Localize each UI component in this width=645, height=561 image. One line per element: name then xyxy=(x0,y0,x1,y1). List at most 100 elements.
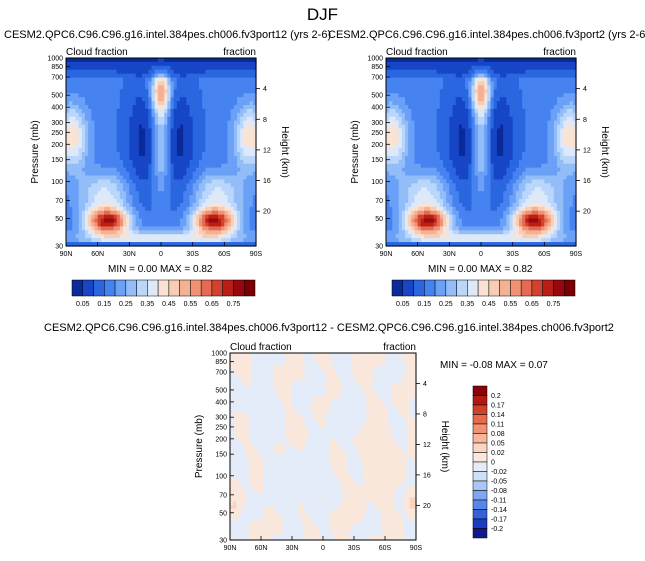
colorbar-swatch xyxy=(499,279,511,297)
colorbar-label: 0 xyxy=(491,460,495,467)
panel-1-stats: MIN = 0.00 MAX = 0.82 xyxy=(108,264,213,275)
y-tick-label: 30 xyxy=(55,244,63,251)
colorbar-swatch xyxy=(472,509,488,520)
colorbar-label: 0.05 xyxy=(76,301,90,308)
colorbar-swatch xyxy=(472,385,488,396)
y-tick-label: 70 xyxy=(375,198,383,205)
y-axis-label: Pressure (mb) xyxy=(194,415,205,478)
top-right-label: fraction xyxy=(543,47,576,58)
x-tick-label: 30N xyxy=(123,251,136,258)
colorbar-swatch xyxy=(71,279,84,297)
y-tick-label: 300 xyxy=(215,415,227,422)
colorbar-swatch xyxy=(402,279,414,297)
colorbar-swatch xyxy=(467,279,479,297)
colorbar-swatch xyxy=(472,480,488,491)
y-tick-label: 400 xyxy=(371,105,383,112)
colorbar-label: 0.25 xyxy=(439,301,453,308)
y2-tick-label: 20 xyxy=(583,209,591,216)
colorbar-label: 0.05 xyxy=(491,441,505,448)
colorbar-label: 0.75 xyxy=(227,301,241,308)
y2-tick-label: 8 xyxy=(263,117,267,124)
top-left-label: Cloud fraction xyxy=(386,47,448,58)
x-tick-label: 60N xyxy=(255,545,268,552)
heatmap-field xyxy=(66,58,257,247)
y-tick-label: 1000 xyxy=(47,56,63,63)
y-tick-label: 500 xyxy=(51,93,63,100)
y-tick-label: 50 xyxy=(219,510,227,517)
y-tick-label: 150 xyxy=(51,157,63,164)
colorbar-swatch xyxy=(472,461,488,472)
x-tick-label: 0 xyxy=(321,545,325,552)
y2-tick-label: 16 xyxy=(583,178,591,185)
x-tick-label: 30S xyxy=(186,251,199,258)
y-tick-label: 30 xyxy=(219,538,227,545)
heatmap-field xyxy=(386,58,577,247)
colorbar-label: 0.55 xyxy=(184,301,198,308)
y-tick-label: 1000 xyxy=(211,351,227,358)
colorbar-swatch xyxy=(542,279,554,297)
colorbar-swatch xyxy=(472,395,488,406)
colorbar-label: 0.75 xyxy=(547,301,561,308)
y-tick-label: 200 xyxy=(371,142,383,149)
x-tick-label: 60S xyxy=(538,251,551,258)
x-tick-label: 30S xyxy=(506,251,519,258)
x-tick-label: 90N xyxy=(60,251,73,258)
x-tick-label: 30N xyxy=(286,545,299,552)
y2-tick-label: 4 xyxy=(583,86,587,93)
colorbar-swatch xyxy=(147,279,159,297)
panel-3-plot: 1000850700500400300250200150100705030481… xyxy=(194,342,450,552)
colorbar-label: 0.15 xyxy=(417,301,431,308)
y2-tick-label: 12 xyxy=(583,147,591,154)
colorbar-swatch xyxy=(200,279,213,297)
page-title: DJF xyxy=(306,5,339,24)
colorbar-swatch xyxy=(510,279,522,297)
y-tick-label: 850 xyxy=(371,64,383,71)
colorbar-swatch xyxy=(136,279,148,297)
y-tick-label: 200 xyxy=(51,142,63,149)
colorbar-label: -0.17 xyxy=(491,517,507,524)
top-left-label: Cloud fraction xyxy=(66,47,128,58)
y2-tick-label: 20 xyxy=(263,209,271,216)
colorbar-label: 0.14 xyxy=(491,412,505,419)
top-left-label: Cloud fraction xyxy=(230,342,292,353)
colorbar-swatch xyxy=(233,279,245,297)
x-tick-label: 90N xyxy=(380,251,393,258)
colorbar-swatch xyxy=(190,279,202,297)
colorbar-swatch xyxy=(477,279,490,297)
colorbar-swatch xyxy=(445,279,457,297)
y-tick-label: 100 xyxy=(215,473,227,480)
colorbar-swatch xyxy=(168,279,180,297)
colorbar-label: 0.65 xyxy=(205,301,219,308)
colorbar-swatch xyxy=(243,279,256,297)
panel-3-colorbar: 0.2 0.17 0.14 0.11 0.08 0.05 0.02 0 -0.02 -0.05 -0… xyxy=(472,385,507,539)
colorbar-swatch xyxy=(472,499,488,510)
colorbar-label: 0.05 xyxy=(396,301,410,308)
y-tick-label: 70 xyxy=(55,198,63,205)
colorbar-swatch xyxy=(472,433,488,444)
colorbar-swatch xyxy=(82,279,94,297)
y-tick-label: 250 xyxy=(215,424,227,431)
x-tick-label: 60N xyxy=(411,251,424,258)
y2-tick-label: 4 xyxy=(423,381,427,388)
y-tick-label: 200 xyxy=(215,436,227,443)
x-tick-label: 0 xyxy=(159,251,163,258)
colorbar-label: 0.45 xyxy=(162,301,176,308)
y-tick-label: 400 xyxy=(215,399,227,406)
y-tick-label: 30 xyxy=(375,244,383,251)
panel-2-title: CESM2.QPC6.C96.C96.g16.intel.384pes.ch00… xyxy=(328,29,645,41)
colorbar-label: 0.55 xyxy=(504,301,518,308)
x-tick-label: 60S xyxy=(379,545,392,552)
x-tick-label: 60S xyxy=(218,251,231,258)
colorbar-label: -0.2 xyxy=(491,526,503,533)
colorbar-label: 0.15 xyxy=(97,301,111,308)
y-tick-label: 700 xyxy=(371,75,383,82)
colorbar-swatch xyxy=(211,279,223,297)
y2-axis-label: Height (km) xyxy=(599,126,610,178)
panel-3-title: CESM2.QPC6.C96.C96.g16.intel.384pes.ch00… xyxy=(44,322,614,334)
colorbar-swatch xyxy=(472,471,488,482)
colorbar-swatch xyxy=(472,423,488,434)
panel-1-colorbar: 0.05 0.15 0.25 0.35 0.45 0.55 0.65 0.75 xyxy=(71,279,256,308)
colorbar-swatch xyxy=(93,279,105,297)
colorbar-label: 0.02 xyxy=(491,450,505,457)
colorbar-label: 0.17 xyxy=(491,403,505,410)
